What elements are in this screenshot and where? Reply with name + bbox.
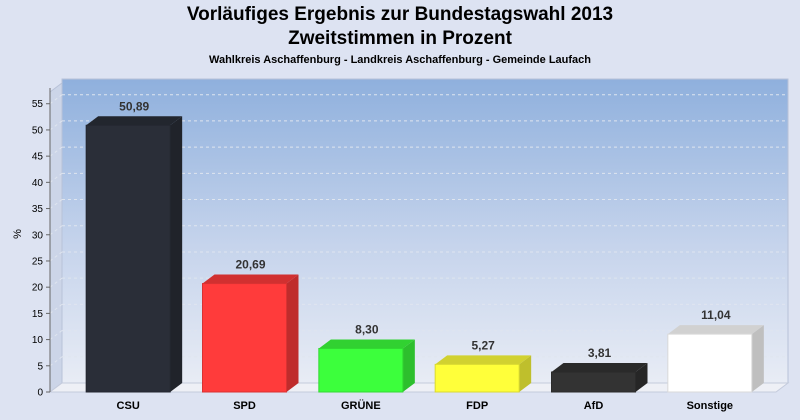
gridline (49, 356, 63, 367)
bar-top (667, 325, 764, 335)
y-tick-label: 0 (37, 388, 43, 399)
bar (667, 333, 753, 393)
y-tick-label: 25 (32, 256, 44, 267)
y-tick-label: 15 (32, 309, 44, 320)
gridline (49, 251, 63, 262)
bar-top (551, 363, 648, 373)
gridline (49, 146, 63, 157)
bar-value-label: 20,69 (235, 258, 265, 272)
bar-value-label: 3,81 (588, 346, 612, 360)
bar (551, 371, 636, 393)
bar-side (751, 325, 764, 392)
bar-value-label: 50,89 (119, 99, 149, 113)
x-tick-label: GRÜNE (341, 399, 381, 412)
gridline (49, 330, 63, 340)
gridline (49, 225, 63, 236)
chart-title: Vorläufiges Ergebnis zur Bundestagswahl … (186, 4, 614, 25)
gridline (49, 277, 63, 288)
y-tick-label: 50 (32, 125, 44, 136)
gridline (49, 303, 63, 314)
bar-side (402, 339, 415, 392)
bar (85, 124, 171, 393)
bar-side (635, 363, 648, 392)
plot-side-wall (49, 82, 63, 393)
gridline (49, 94, 63, 105)
gridline (49, 172, 63, 183)
y-tick-label: 20 (32, 283, 44, 294)
y-tick-label: 45 (32, 152, 44, 163)
y-tick-label: 35 (32, 204, 44, 215)
y-tick-label: 40 (32, 178, 44, 189)
y-tick-label: 10 (32, 335, 44, 346)
bar-top (86, 116, 183, 126)
bar (318, 347, 404, 393)
y-tick-label: 30 (32, 230, 44, 241)
chart-caption: Wahlkreis Aschaffenburg - Landkreis Asch… (208, 54, 592, 66)
bar-side (519, 355, 532, 392)
x-tick-label: FDP (466, 400, 488, 412)
bar (434, 363, 520, 393)
bar-value-label: 11,04 (701, 308, 731, 322)
y-tick-label: 5 (37, 361, 43, 372)
x-tick-label: Sonstige (687, 400, 733, 412)
bar (202, 283, 287, 393)
x-tick-label: CSU (117, 400, 140, 412)
bar-top (202, 274, 299, 284)
y-axis-label: % (12, 229, 24, 239)
bar-top (435, 355, 532, 365)
bar-side (170, 116, 183, 392)
bar-value-label: 5,27 (471, 338, 495, 352)
x-tick-label: AfD (584, 400, 604, 412)
y-tick-label: 55 (32, 99, 44, 110)
x-tick-label: SPD (233, 400, 256, 412)
bar-top (318, 339, 415, 349)
chart-subtitle: Zweitstimmen in Prozent (288, 28, 512, 49)
bar-value-label: 8,30 (355, 322, 379, 336)
bar-side (286, 274, 299, 392)
gridline (49, 199, 63, 209)
gridline (49, 120, 63, 131)
